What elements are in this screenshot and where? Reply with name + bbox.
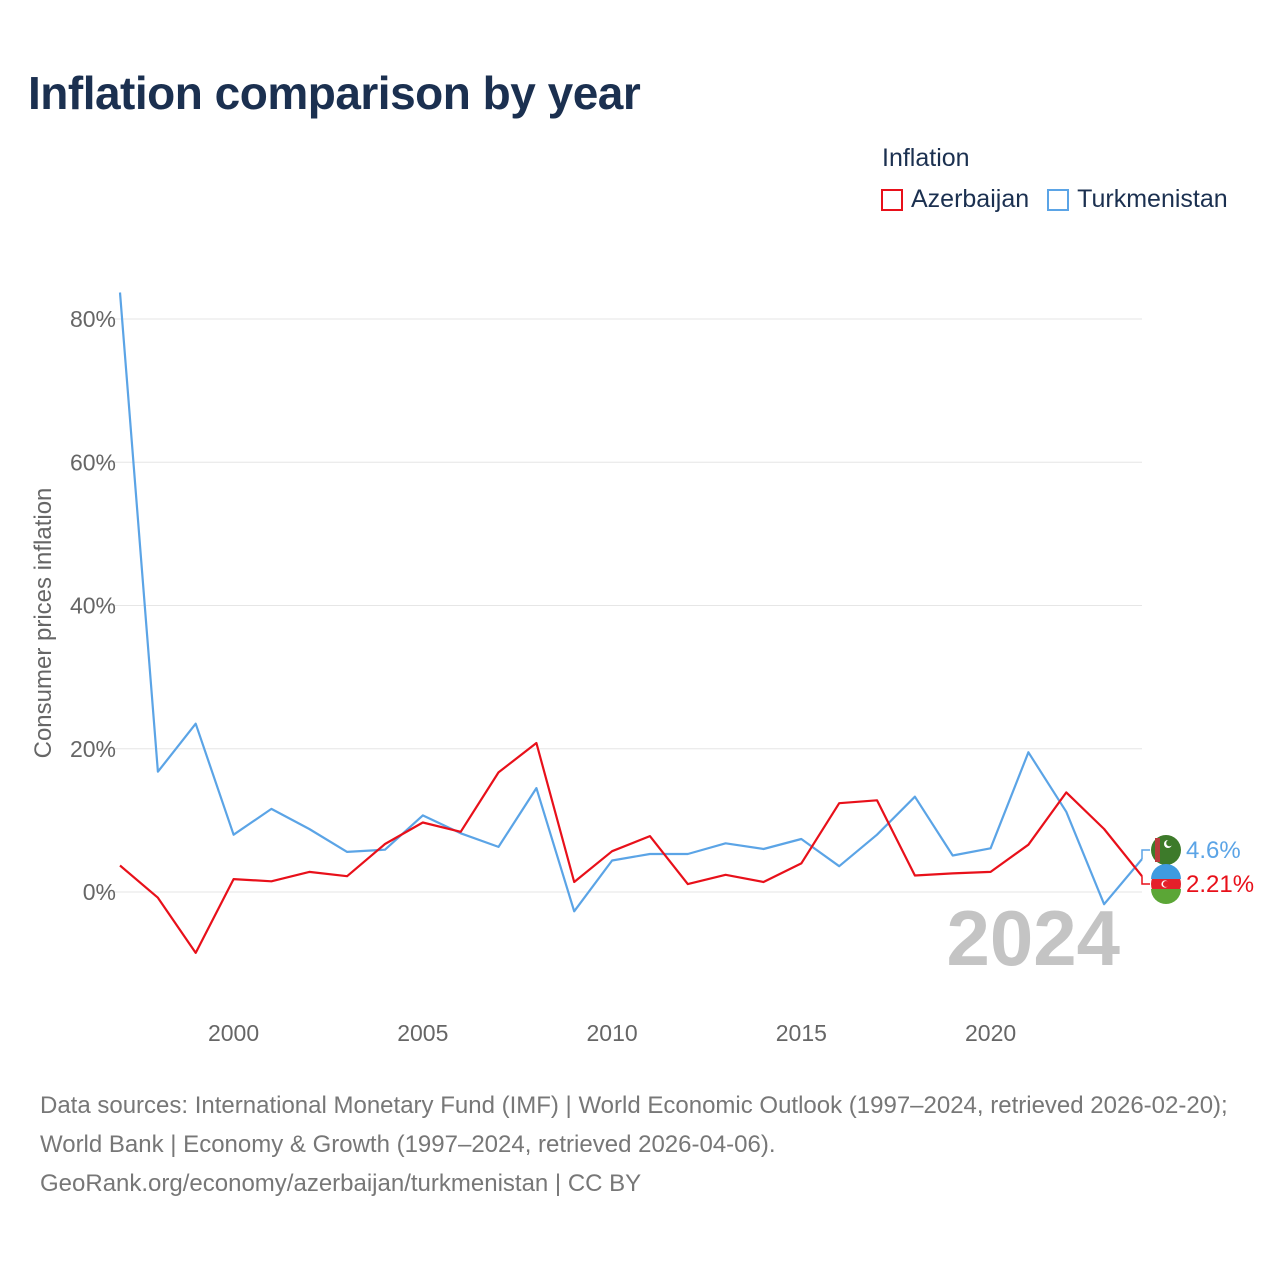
- end-value-label-turkmenistan: 4.6%: [1186, 837, 1241, 864]
- y-tick-label: 60%: [70, 449, 116, 475]
- year-watermark: 2024: [946, 894, 1120, 982]
- flag-top-band: [1151, 864, 1181, 879]
- end-value-label-azerbaijan: 2.21%: [1186, 871, 1254, 898]
- x-tick-label: 2010: [586, 1020, 637, 1046]
- legend-label-turkmenistan: Turkmenistan: [1077, 185, 1228, 213]
- y-tick-label: 0%: [83, 879, 116, 905]
- x-tick-label: 2005: [397, 1020, 448, 1046]
- flag-crescent-cut: [1163, 881, 1169, 887]
- x-tick-label: 2000: [208, 1020, 259, 1046]
- flag-bottom-band: [1151, 889, 1181, 904]
- x-tick-label: 2015: [776, 1020, 827, 1046]
- legend-title: Inflation: [882, 144, 970, 172]
- legend-item-turkmenistan[interactable]: Turkmenistan: [1047, 185, 1228, 214]
- line-chart: 0% 20% 40% 60% 80% 2000 2005 2010 2015 2020 Consum…: [30, 292, 1254, 1046]
- y-tick-label: 20%: [70, 736, 116, 762]
- legend-label-azerbaijan: Azerbaijan: [911, 185, 1030, 213]
- series-line-turkmenistan: [118, 292, 1143, 913]
- chart-title: Inflation comparison by year: [28, 67, 641, 119]
- footer: Data sources: International Monetary Fun…: [40, 1086, 1250, 1203]
- end-connector-turkmenistan: [1141, 849, 1150, 860]
- legend-swatch-turkmenistan: [1047, 188, 1070, 211]
- flag-crescent-cut: [1166, 839, 1173, 847]
- flag-carpet-stripe: [1155, 838, 1160, 862]
- legend-swatch-azerbaijan: [881, 188, 903, 211]
- y-tick-label: 40%: [70, 593, 116, 619]
- data-sources: Data sources: International Monetary Fun…: [40, 1092, 1228, 1158]
- series-line-azerbaijan: [119, 741, 1143, 955]
- source-url: GeoRank.org/economy/azerbaijan/turkmenis…: [40, 1170, 642, 1197]
- x-tick-label: 2020: [965, 1020, 1016, 1046]
- y-tick-label: 80%: [70, 306, 116, 332]
- legend: Azerbaijan Turkmenistan: [881, 185, 1246, 214]
- legend-item-azerbaijan[interactable]: Azerbaijan: [881, 185, 1029, 214]
- y-axis-label: Consumer prices inflation: [30, 488, 57, 759]
- end-connector-azerbaijan: [1141, 876, 1150, 885]
